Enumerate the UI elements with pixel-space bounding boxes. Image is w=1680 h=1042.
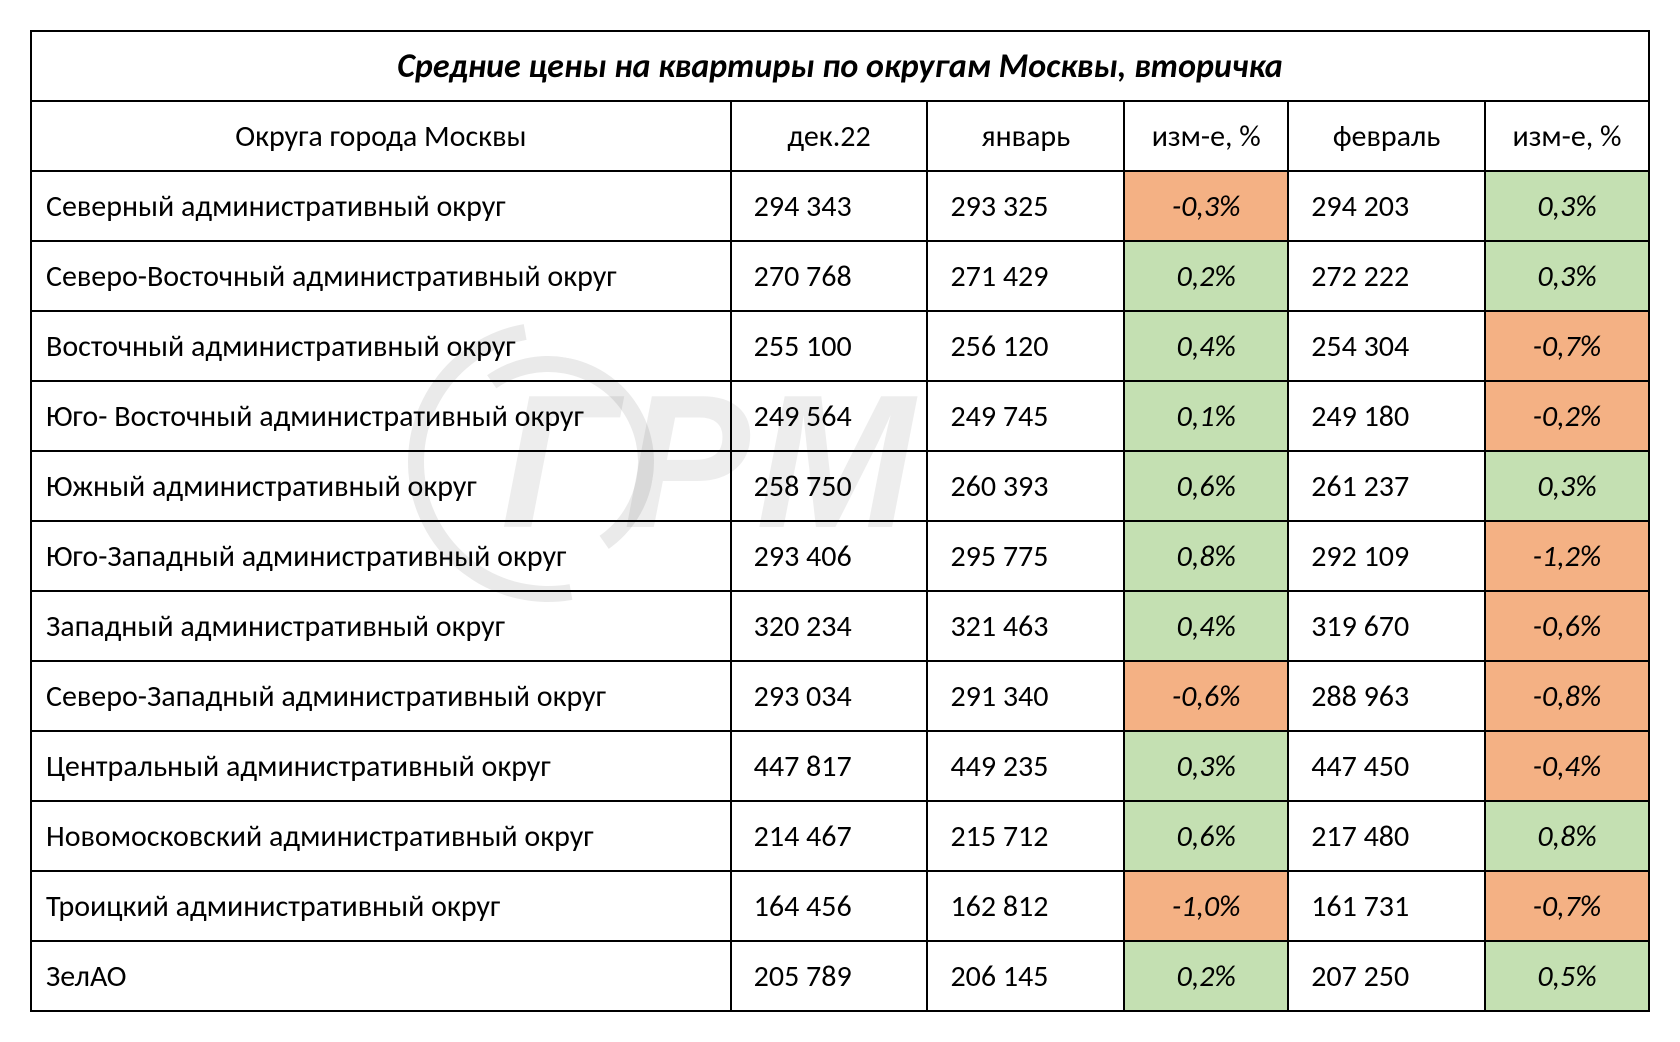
cell-chg1: -1,0%	[1124, 871, 1288, 941]
table-row: Южный административный округ258 750260 3…	[31, 451, 1649, 521]
col-header-district: Округа города Москвы	[31, 101, 731, 171]
cell-district: Юго- Восточный административный округ	[31, 381, 731, 451]
cell-district: Юго-Западный административный округ	[31, 521, 731, 591]
cell-feb: 161 731	[1288, 871, 1485, 941]
cell-chg2: 0,3%	[1485, 451, 1649, 521]
cell-chg2: -0,7%	[1485, 311, 1649, 381]
cell-district: Северо-Восточный административный округ	[31, 241, 731, 311]
cell-dec22: 255 100	[731, 311, 928, 381]
cell-chg1: 0,4%	[1124, 591, 1288, 661]
cell-jan: 256 120	[927, 311, 1124, 381]
cell-feb: 207 250	[1288, 941, 1485, 1011]
cell-district: Центральный административный округ	[31, 731, 731, 801]
cell-jan: 215 712	[927, 801, 1124, 871]
cell-chg1: -0,6%	[1124, 661, 1288, 731]
table-row: Юго- Восточный административный округ249…	[31, 381, 1649, 451]
cell-chg1: -0,3%	[1124, 171, 1288, 241]
table-row: Юго-Западный административный округ293 4…	[31, 521, 1649, 591]
cell-feb: 294 203	[1288, 171, 1485, 241]
cell-dec22: 164 456	[731, 871, 928, 941]
cell-chg2: 0,5%	[1485, 941, 1649, 1011]
cell-chg2: 0,3%	[1485, 241, 1649, 311]
cell-dec22: 320 234	[731, 591, 928, 661]
cell-dec22: 270 768	[731, 241, 928, 311]
cell-dec22: 249 564	[731, 381, 928, 451]
col-header-feb: февраль	[1288, 101, 1485, 171]
cell-jan: 206 145	[927, 941, 1124, 1011]
col-header-chg1: изм-е, %	[1124, 101, 1288, 171]
cell-feb: 288 963	[1288, 661, 1485, 731]
cell-chg1: 0,6%	[1124, 451, 1288, 521]
cell-chg1: 0,1%	[1124, 381, 1288, 451]
cell-chg1: 0,8%	[1124, 521, 1288, 591]
cell-district: Западный административный округ	[31, 591, 731, 661]
table-row: Северо-Восточный административный округ2…	[31, 241, 1649, 311]
cell-jan: 321 463	[927, 591, 1124, 661]
cell-dec22: 294 343	[731, 171, 928, 241]
table-row: Новомосковский административный округ214…	[31, 801, 1649, 871]
cell-chg2: -0,7%	[1485, 871, 1649, 941]
cell-district: Южный административный округ	[31, 451, 731, 521]
cell-chg2: -1,2%	[1485, 521, 1649, 591]
cell-jan: 271 429	[927, 241, 1124, 311]
prices-table: Средние цены на квартиры по округам Моск…	[30, 30, 1650, 1012]
cell-jan: 249 745	[927, 381, 1124, 451]
cell-dec22: 214 467	[731, 801, 928, 871]
cell-chg2: -0,8%	[1485, 661, 1649, 731]
cell-chg1: 0,4%	[1124, 311, 1288, 381]
cell-feb: 217 480	[1288, 801, 1485, 871]
cell-feb: 272 222	[1288, 241, 1485, 311]
table-row: ЗелАО205 789206 1450,2%207 2500,5%	[31, 941, 1649, 1011]
cell-chg2: -0,4%	[1485, 731, 1649, 801]
cell-chg1: 0,3%	[1124, 731, 1288, 801]
cell-jan: 293 325	[927, 171, 1124, 241]
table-row: Троицкий административный округ164 45616…	[31, 871, 1649, 941]
cell-feb: 261 237	[1288, 451, 1485, 521]
cell-chg2: 0,3%	[1485, 171, 1649, 241]
cell-feb: 249 180	[1288, 381, 1485, 451]
cell-chg2: -0,2%	[1485, 381, 1649, 451]
table-row: Восточный административный округ255 1002…	[31, 311, 1649, 381]
table-title: Средние цены на квартиры по округам Моск…	[31, 31, 1649, 101]
table-container: ГРМ Средние цены на квартиры по округам …	[30, 30, 1650, 1012]
cell-district: Северный административный округ	[31, 171, 731, 241]
cell-district: Троицкий административный округ	[31, 871, 731, 941]
cell-chg1: 0,2%	[1124, 941, 1288, 1011]
cell-district: Восточный административный округ	[31, 311, 731, 381]
cell-feb: 319 670	[1288, 591, 1485, 661]
col-header-chg2: изм-е, %	[1485, 101, 1649, 171]
table-row: Северо-Западный административный округ29…	[31, 661, 1649, 731]
table-row: Западный административный округ320 23432…	[31, 591, 1649, 661]
cell-dec22: 293 406	[731, 521, 928, 591]
cell-jan: 449 235	[927, 731, 1124, 801]
cell-chg1: 0,6%	[1124, 801, 1288, 871]
cell-dec22: 293 034	[731, 661, 928, 731]
table-row: Центральный административный округ447 81…	[31, 731, 1649, 801]
cell-district: Северо-Западный административный округ	[31, 661, 731, 731]
cell-feb: 292 109	[1288, 521, 1485, 591]
col-header-jan: январь	[927, 101, 1124, 171]
cell-district: Новомосковский административный округ	[31, 801, 731, 871]
cell-jan: 260 393	[927, 451, 1124, 521]
cell-dec22: 447 817	[731, 731, 928, 801]
cell-jan: 162 812	[927, 871, 1124, 941]
cell-dec22: 205 789	[731, 941, 928, 1011]
cell-chg2: 0,8%	[1485, 801, 1649, 871]
cell-chg1: 0,2%	[1124, 241, 1288, 311]
table-body: Северный административный округ294 34329…	[31, 171, 1649, 1011]
col-header-dec22: дек.22	[731, 101, 928, 171]
cell-dec22: 258 750	[731, 451, 928, 521]
cell-feb: 254 304	[1288, 311, 1485, 381]
table-row: Северный административный округ294 34329…	[31, 171, 1649, 241]
cell-feb: 447 450	[1288, 731, 1485, 801]
cell-jan: 295 775	[927, 521, 1124, 591]
cell-district: ЗелАО	[31, 941, 731, 1011]
cell-jan: 291 340	[927, 661, 1124, 731]
cell-chg2: -0,6%	[1485, 591, 1649, 661]
